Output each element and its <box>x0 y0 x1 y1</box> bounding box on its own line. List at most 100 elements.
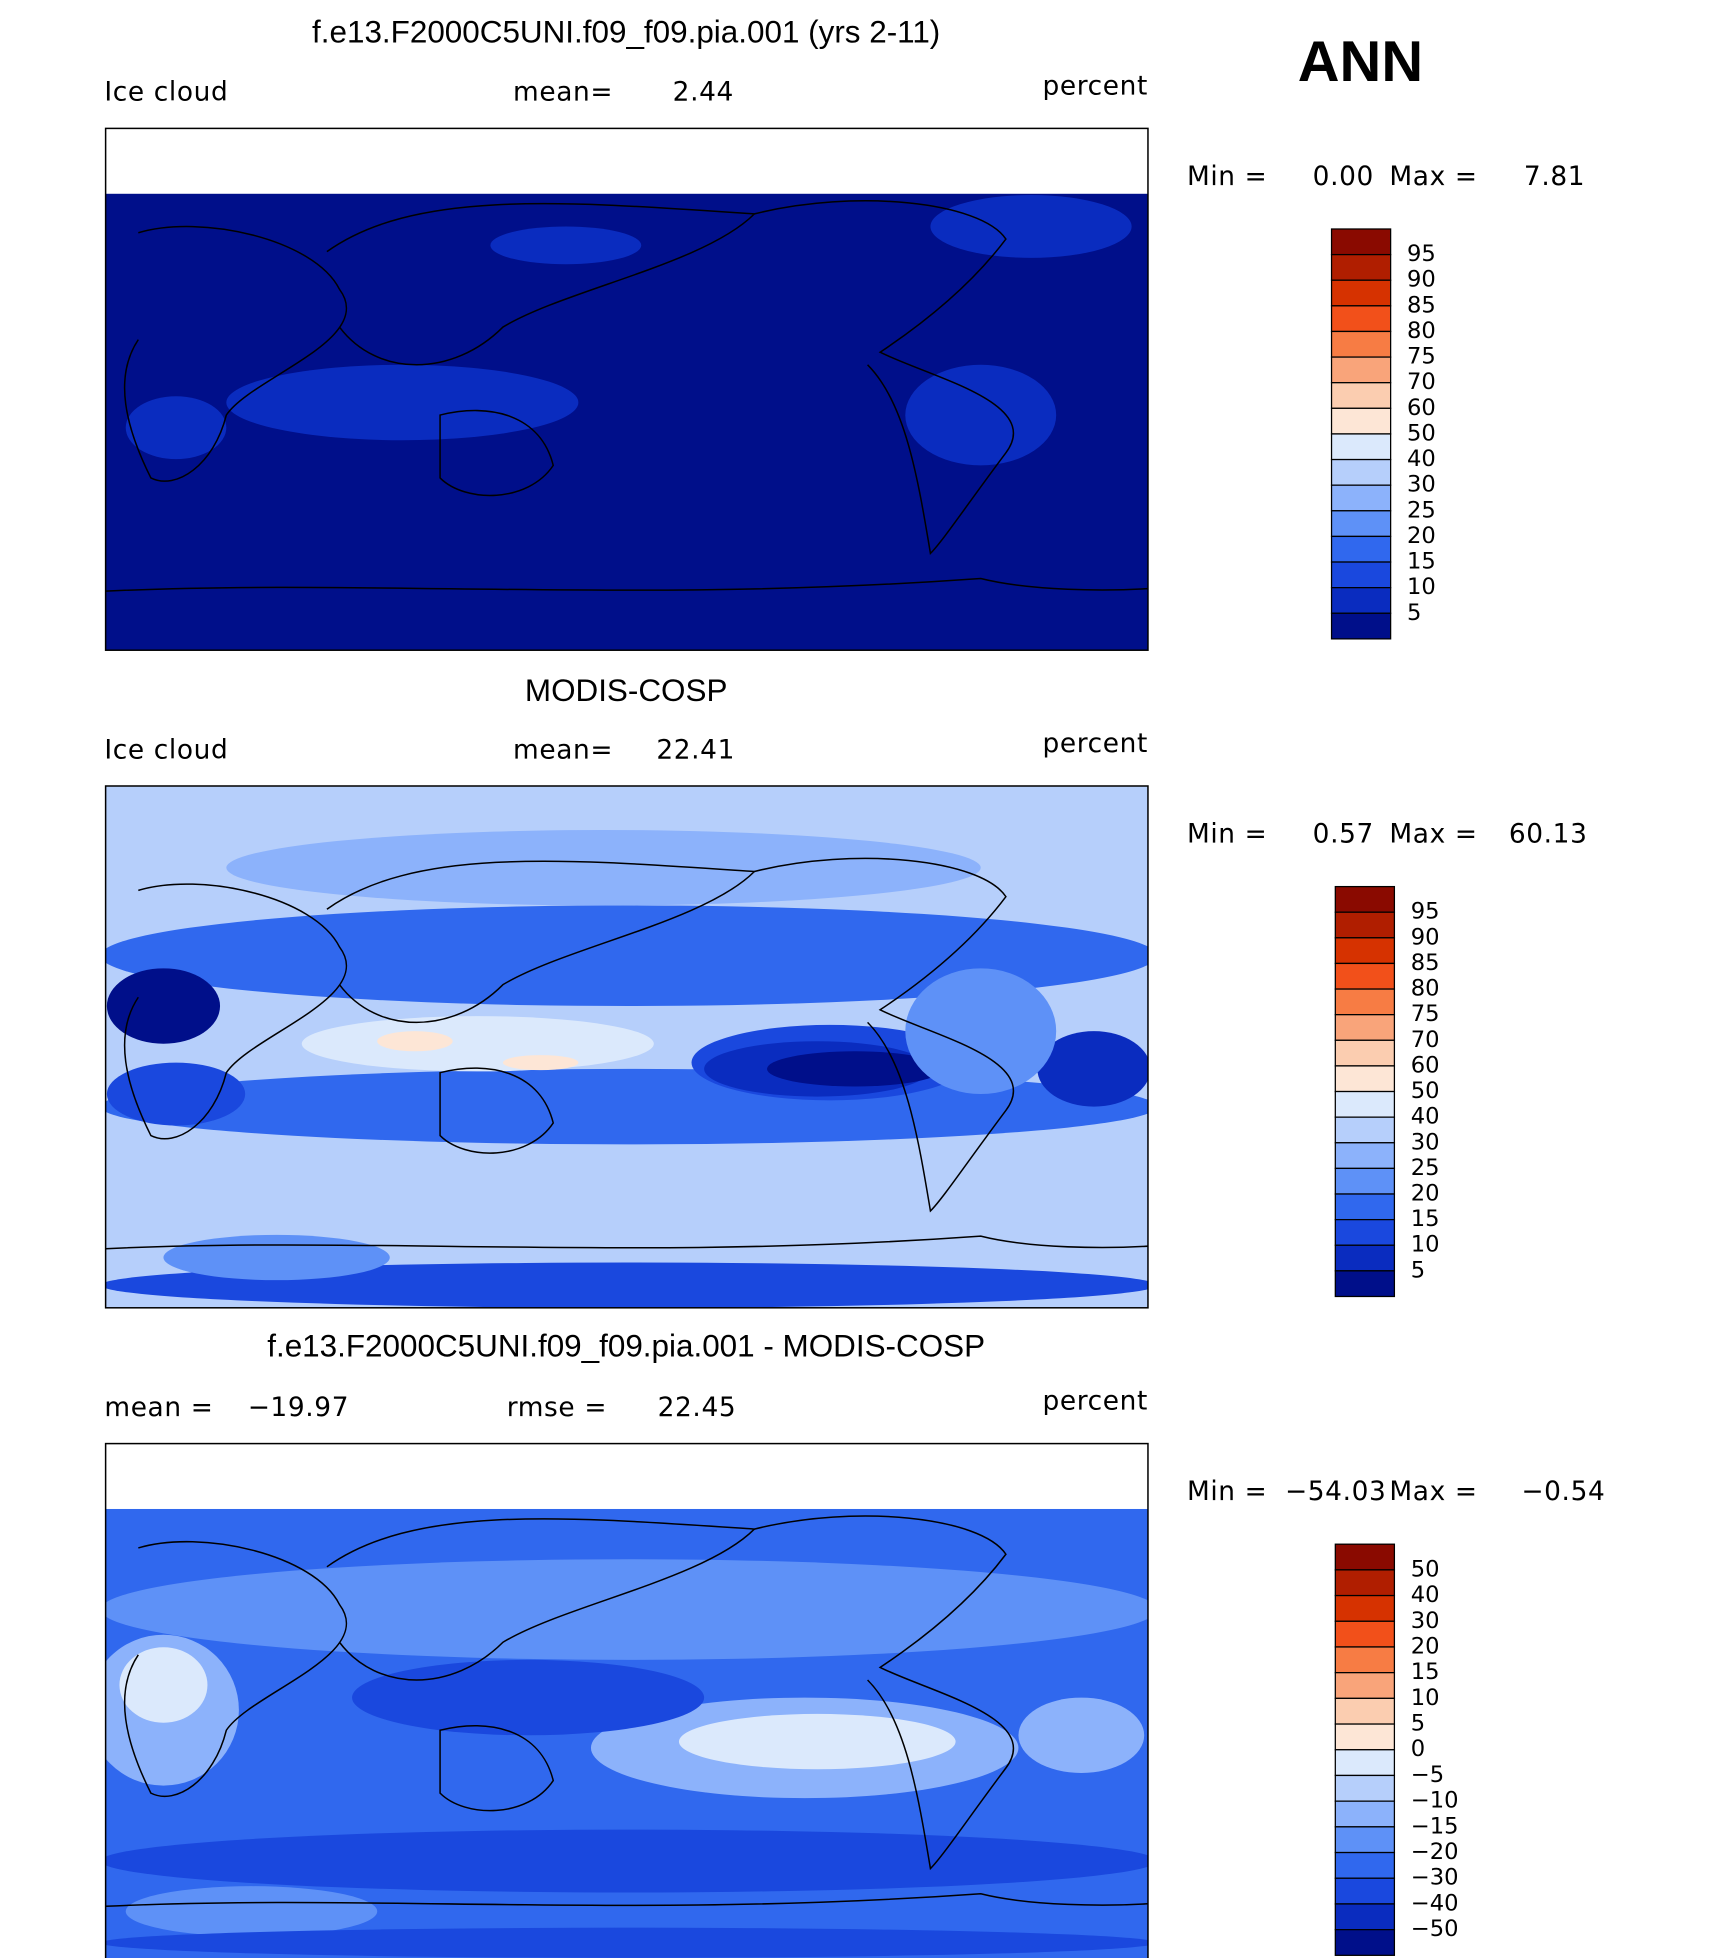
stat-value: 2.44 <box>673 77 734 108</box>
colorbar-label: 50 <box>1411 1078 1440 1104</box>
map-region <box>930 195 1132 258</box>
colorbar-box <box>1334 1646 1396 1674</box>
min-label: Min = <box>1187 1476 1267 1507</box>
colorbar-label: 60 <box>1407 395 1436 421</box>
colorbar-label: 15 <box>1407 549 1436 575</box>
colorbar-label: 70 <box>1411 1027 1440 1053</box>
colorbar-box <box>1334 885 1396 913</box>
max-value: 60.13 <box>1509 819 1588 850</box>
colorbar-label: 50 <box>1407 420 1436 446</box>
map-region <box>226 830 981 906</box>
min-label: Min = <box>1187 161 1267 192</box>
units-label: percent <box>1042 728 1147 759</box>
colorbar-box <box>1334 1697 1396 1725</box>
colorbar-box <box>1334 1594 1396 1622</box>
colorbar-box <box>1334 1620 1396 1648</box>
map-frame <box>104 1442 1149 1958</box>
map-region <box>1037 1031 1148 1107</box>
colorbar-label: −5 <box>1411 1762 1444 1788</box>
stat-value: 22.41 <box>656 734 735 765</box>
stat-label: rmse = <box>507 1392 607 1423</box>
coastline <box>123 883 348 1140</box>
map <box>105 1443 1148 1958</box>
variable-label: Ice cloud <box>104 734 228 765</box>
colorbar-label: 70 <box>1407 369 1436 395</box>
variable-label: Ice cloud <box>104 77 228 108</box>
colorbar-box <box>1334 1116 1396 1144</box>
colorbar-label: 95 <box>1411 899 1440 925</box>
colorbar-label: −30 <box>1411 1865 1459 1891</box>
colorbar-label: 0 <box>1411 1736 1425 1762</box>
colorbar-box <box>1334 1244 1396 1272</box>
colorbar-label: −15 <box>1411 1813 1459 1839</box>
colorbar-label: 30 <box>1411 1129 1440 1155</box>
colorbar-label: 85 <box>1407 292 1436 318</box>
max-label: Max = <box>1389 161 1477 192</box>
map-region <box>905 968 1057 1095</box>
colorbar-box <box>1330 253 1392 281</box>
stat-value: 22.45 <box>658 1392 737 1423</box>
colorbar-label: 90 <box>1407 267 1436 293</box>
colorbar-label: 40 <box>1411 1582 1440 1608</box>
colorbar-label: 80 <box>1411 976 1440 1002</box>
coastline <box>123 225 348 482</box>
colorbar-box <box>1334 962 1396 990</box>
colorbar-label: 25 <box>1407 497 1436 523</box>
stat-label: mean= <box>513 77 613 108</box>
colorbar-label: 10 <box>1411 1232 1440 1258</box>
colorbar-box <box>1334 911 1396 939</box>
colorbar-box <box>1330 382 1392 409</box>
coastline <box>326 1518 757 1681</box>
map-region <box>125 396 227 460</box>
stat-label: mean = <box>104 1392 213 1423</box>
coastline <box>326 860 757 1023</box>
map-region <box>119 1647 208 1723</box>
colorbar-label: 30 <box>1407 472 1436 498</box>
min-label: Min = <box>1187 819 1267 850</box>
colorbar-label: 5 <box>1407 600 1421 626</box>
map-region <box>301 1016 654 1072</box>
panel-title: f.e13.F2000C5UNI.f09_f09.pia.001 (yrs 2-… <box>312 14 940 49</box>
colorbar-label: 30 <box>1411 1608 1440 1634</box>
colorbar-label: 85 <box>1411 950 1440 976</box>
colorbar-label: −10 <box>1411 1788 1459 1814</box>
map-region <box>105 1559 1148 1660</box>
coastline <box>754 200 1015 555</box>
colorbar-box <box>1330 330 1392 358</box>
colorbar-box <box>1334 1039 1396 1067</box>
colorbar-box <box>1330 612 1392 640</box>
colorbar-box <box>1334 1569 1396 1597</box>
map-region <box>105 1829 1148 1893</box>
map-region <box>125 1886 378 1937</box>
colorbar-label: 25 <box>1411 1155 1440 1181</box>
colorbar-box <box>1334 1851 1396 1879</box>
colorbar-label: 10 <box>1411 1685 1440 1711</box>
colorbar-box <box>1334 1774 1396 1802</box>
colorbar-label: −20 <box>1411 1839 1459 1865</box>
colorbar-box <box>1334 1723 1396 1751</box>
colorbar-label: 20 <box>1411 1181 1440 1207</box>
coastline <box>439 409 555 497</box>
colorbar-label: 5 <box>1411 1257 1425 1283</box>
map-region <box>502 1055 579 1071</box>
coastline <box>326 202 757 366</box>
coastline <box>105 1235 1148 1250</box>
colorbar-label: −50 <box>1411 1916 1459 1942</box>
min-value: 0.00 <box>1313 161 1374 192</box>
coastline <box>105 1892 1148 1908</box>
map <box>105 785 1148 1308</box>
colorbar-box <box>1334 1826 1396 1854</box>
colorbar-box <box>1330 356 1392 384</box>
colorbar-box <box>1334 1193 1396 1221</box>
colorbar-label: 75 <box>1407 344 1436 370</box>
colorbar-label: 50 <box>1411 1556 1440 1582</box>
colorbar-box <box>1330 458 1392 486</box>
map <box>105 128 1148 651</box>
colorbar-box <box>1334 1142 1396 1170</box>
panel-title: MODIS-COSP <box>525 673 728 708</box>
map-region <box>163 1234 390 1281</box>
colorbar-box <box>1330 228 1392 256</box>
panel-title: f.e13.F2000C5UNI.f09_f09.pia.001 - MODIS… <box>267 1328 985 1363</box>
